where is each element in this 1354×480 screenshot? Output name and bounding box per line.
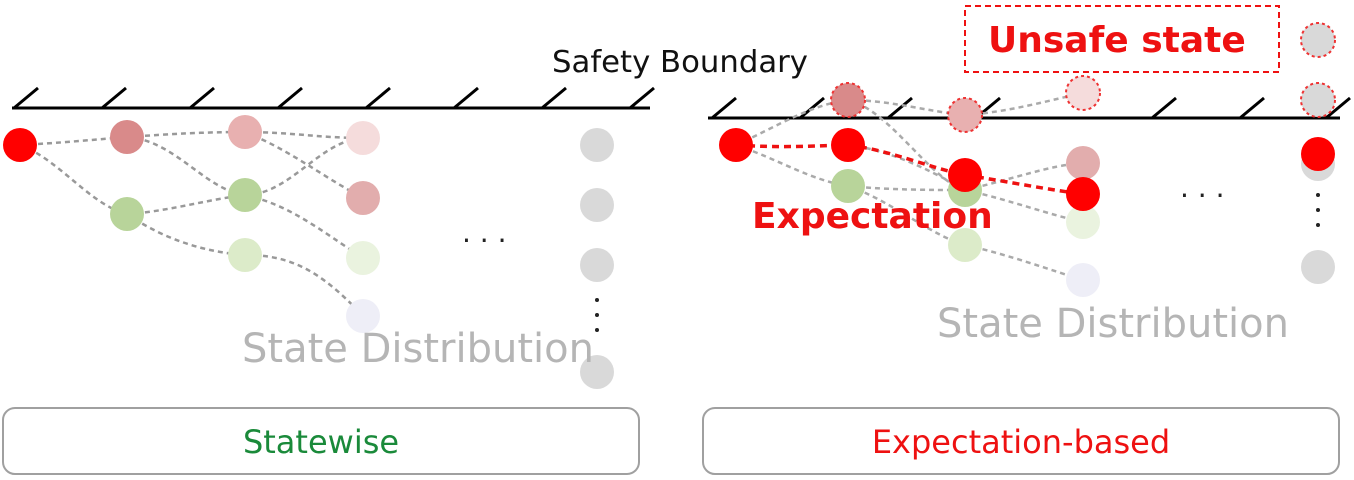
expectation-path (735, 143, 1084, 196)
left-transition-edges (19, 130, 364, 317)
expected-state-node (1066, 177, 1100, 211)
unsafe-state-node (1065, 75, 1101, 111)
state-node (580, 355, 614, 389)
state-node (580, 128, 614, 162)
state-node (110, 120, 144, 154)
left-caption: Statewise (243, 423, 399, 461)
left-panel: · · · State Distribution (3, 86, 655, 389)
state-node (346, 299, 380, 333)
state-node (580, 188, 614, 222)
unsafe-state-label: Unsafe state (988, 20, 1246, 61)
right-panel: Unsafe state (708, 5, 1351, 347)
state-node (228, 178, 262, 212)
state-node (228, 238, 262, 272)
left-caption-box: Statewise (2, 407, 640, 475)
state-node (346, 241, 380, 275)
left-safety-boundary (12, 86, 655, 110)
state-node (3, 128, 37, 162)
state-node (1066, 205, 1100, 239)
state-node (346, 121, 380, 155)
horizontal-ellipsis: · · · (1180, 179, 1225, 212)
state-distribution-label: State Distribution (937, 301, 1289, 347)
state-distribution-label: State Distribution (242, 326, 594, 372)
state-node (228, 115, 262, 149)
state-node (346, 181, 380, 215)
state-node (831, 169, 865, 203)
vertical-ellipsis (595, 298, 599, 332)
state-node (1066, 146, 1100, 180)
expectation-label: Expectation (752, 196, 993, 237)
state-node (1066, 263, 1100, 297)
unsafe-state-node (947, 97, 983, 133)
expected-state-node (1301, 137, 1335, 171)
right-caption: Expectation-based (872, 423, 1170, 461)
horizontal-ellipsis: · · · (462, 224, 507, 257)
safety-boundary-label: Safety Boundary (552, 45, 808, 80)
expected-state-node (719, 128, 753, 162)
unsafe-state-legend-node (1300, 22, 1336, 58)
state-node (1301, 250, 1335, 284)
unsafe-state-node (830, 82, 866, 118)
state-node (580, 248, 614, 282)
unsafe-state-node (1300, 82, 1336, 118)
expected-state-node (831, 128, 865, 162)
vertical-ellipsis (1316, 193, 1320, 227)
right-caption-box: Expectation-based (702, 407, 1340, 475)
state-node (110, 197, 144, 231)
expected-state-node (948, 158, 982, 192)
state-node (948, 228, 982, 262)
right-safety-boundary (708, 96, 1351, 120)
